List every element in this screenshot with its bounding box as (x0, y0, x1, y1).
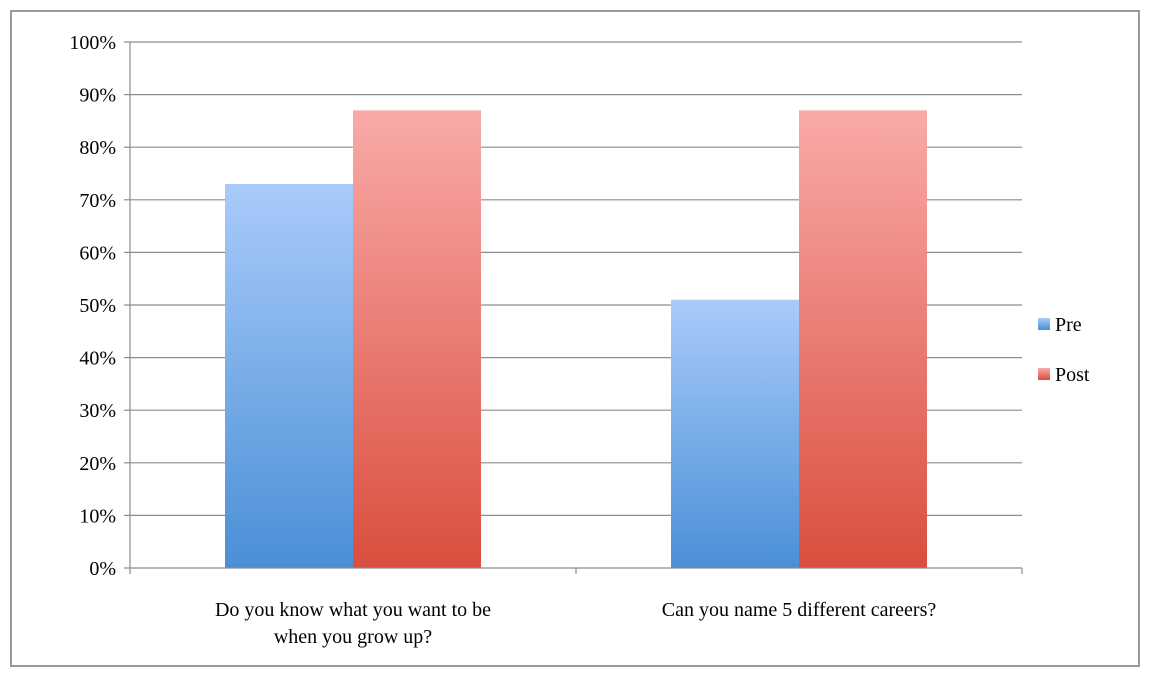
y-tick-label: 60% (79, 242, 116, 264)
legend-item-post: Post (1038, 364, 1090, 386)
y-tick-label: 10% (79, 505, 116, 527)
y-tick-label: 30% (79, 400, 116, 422)
y-tick-label: 90% (79, 85, 116, 107)
y-tick-label: 70% (79, 190, 116, 212)
y-tick-label: 40% (79, 348, 116, 370)
legend-item-pre: Pre (1038, 314, 1082, 336)
bar-post-2 (799, 110, 927, 568)
bar-pre-2 (671, 299, 799, 568)
chart-frame (10, 10, 1140, 667)
y-tick-label: 0% (89, 558, 116, 580)
legend-swatch (1038, 368, 1050, 380)
labels: 0% 10% 20% 30% 40% 50% 60% 70% 80% 90% 100% Do you … (69, 32, 936, 648)
bars (225, 110, 927, 568)
y-tick-label: 80% (79, 137, 116, 159)
y-tick-label: 50% (79, 295, 116, 317)
bar-pre-1 (225, 184, 353, 568)
y-tick-label: 100% (69, 32, 116, 54)
legend: Pre Post (1038, 314, 1090, 386)
axes (124, 41, 1023, 574)
category-label: Can you name 5 different careers? (662, 599, 937, 621)
y-tick-label: 20% (79, 453, 116, 475)
bar-post-1 (353, 110, 481, 568)
legend-swatch (1038, 318, 1050, 330)
legend-label: Pre (1055, 314, 1082, 336)
category-label: Do you know what you want to be when you … (215, 599, 491, 648)
legend-label: Post (1055, 364, 1090, 386)
